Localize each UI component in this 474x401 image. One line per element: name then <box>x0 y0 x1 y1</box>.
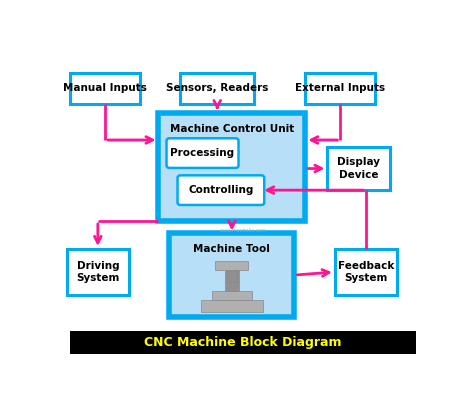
FancyBboxPatch shape <box>328 147 390 190</box>
FancyBboxPatch shape <box>70 73 140 104</box>
Text: Processing: Processing <box>171 148 235 158</box>
Text: www.mecholic.com: www.mecholic.com <box>219 228 266 233</box>
FancyBboxPatch shape <box>225 269 238 291</box>
FancyBboxPatch shape <box>66 249 129 295</box>
FancyBboxPatch shape <box>215 261 248 269</box>
Text: Sensors, Readers: Sensors, Readers <box>166 83 268 93</box>
FancyBboxPatch shape <box>181 73 254 104</box>
FancyBboxPatch shape <box>305 73 375 104</box>
FancyBboxPatch shape <box>158 113 305 221</box>
FancyBboxPatch shape <box>169 233 294 317</box>
Text: External Inputs: External Inputs <box>295 83 385 93</box>
Text: CNC Machine Block Diagram: CNC Machine Block Diagram <box>144 336 342 349</box>
Text: Display
Device: Display Device <box>337 157 380 180</box>
Text: Driving
System: Driving System <box>76 261 119 283</box>
FancyBboxPatch shape <box>212 291 252 300</box>
FancyBboxPatch shape <box>178 175 264 205</box>
FancyBboxPatch shape <box>166 138 238 168</box>
FancyBboxPatch shape <box>335 249 397 295</box>
FancyBboxPatch shape <box>201 300 263 312</box>
FancyBboxPatch shape <box>70 331 416 354</box>
Text: Controlling: Controlling <box>188 185 254 195</box>
FancyBboxPatch shape <box>227 269 237 282</box>
Text: Machine Tool: Machine Tool <box>193 244 270 254</box>
Text: Machine Control Unit: Machine Control Unit <box>170 124 294 134</box>
Text: Manual Inputs: Manual Inputs <box>63 83 147 93</box>
Text: Feedback
System: Feedback System <box>338 261 394 283</box>
